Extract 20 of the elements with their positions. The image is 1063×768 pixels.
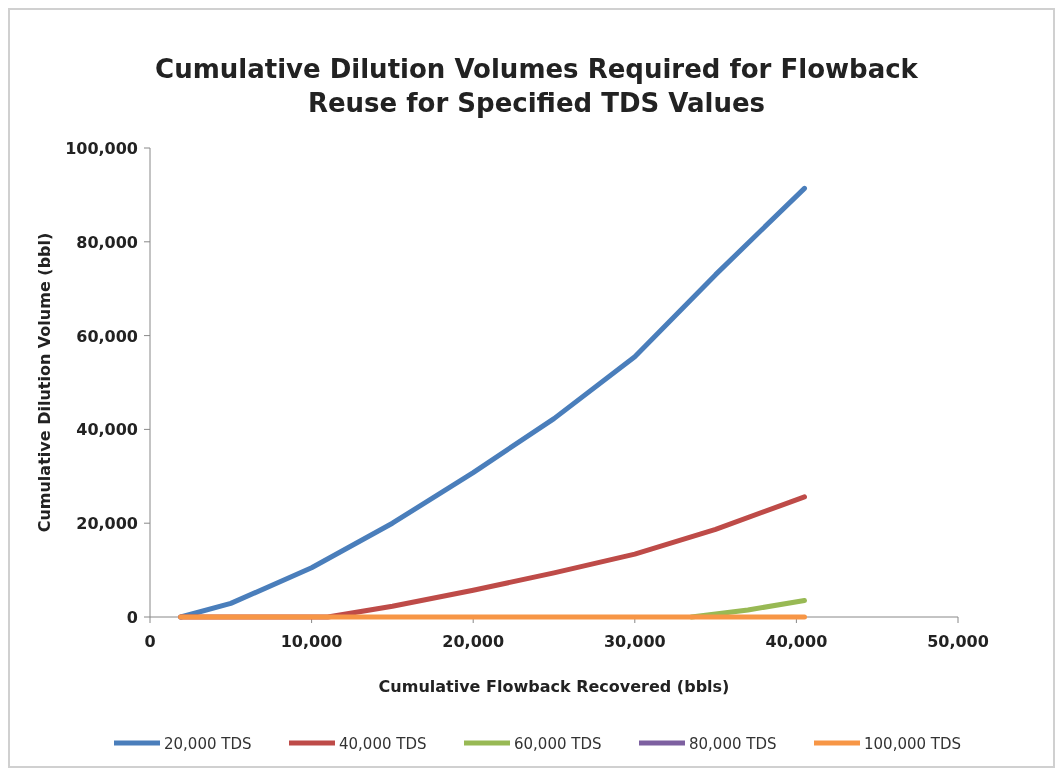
legend-label: 20,000 TDS (164, 735, 252, 753)
y-tick-label: 100,000 (65, 139, 138, 158)
chart-title: Cumulative Dilution Volumes Required for Flowback Reuse for Specified TDS Values (155, 54, 919, 118)
legend-label: 60,000 TDS (514, 735, 602, 753)
x-tick-label: 20,000 (442, 632, 505, 651)
y-tick-label: 20,000 (76, 514, 138, 534)
y-tick-label: 0 (126, 608, 138, 627)
x-tick-label: 10,000 (280, 632, 343, 651)
y-axis-title: Cumulative Dilution Volume (bbl) (35, 232, 54, 533)
x-tick-label: 40,000 (765, 632, 828, 651)
legend-label: 80,000 TDS (689, 735, 777, 753)
x-tick-label: 0 (144, 632, 156, 651)
x-tick-label: 30,000 (603, 632, 666, 651)
legend-label: 40,000 TDS (339, 735, 427, 753)
y-tick-label: 40,000 (76, 420, 138, 440)
x-axis-title: Cumulative Flowback Recovered (bbls) (378, 677, 730, 696)
y-tick-label: 60,000 (76, 326, 138, 346)
legend-label: 100,000 TDS (864, 735, 962, 753)
x-tick-label: 50,000 (927, 632, 989, 651)
y-tick-label: 80,000 (76, 232, 138, 252)
